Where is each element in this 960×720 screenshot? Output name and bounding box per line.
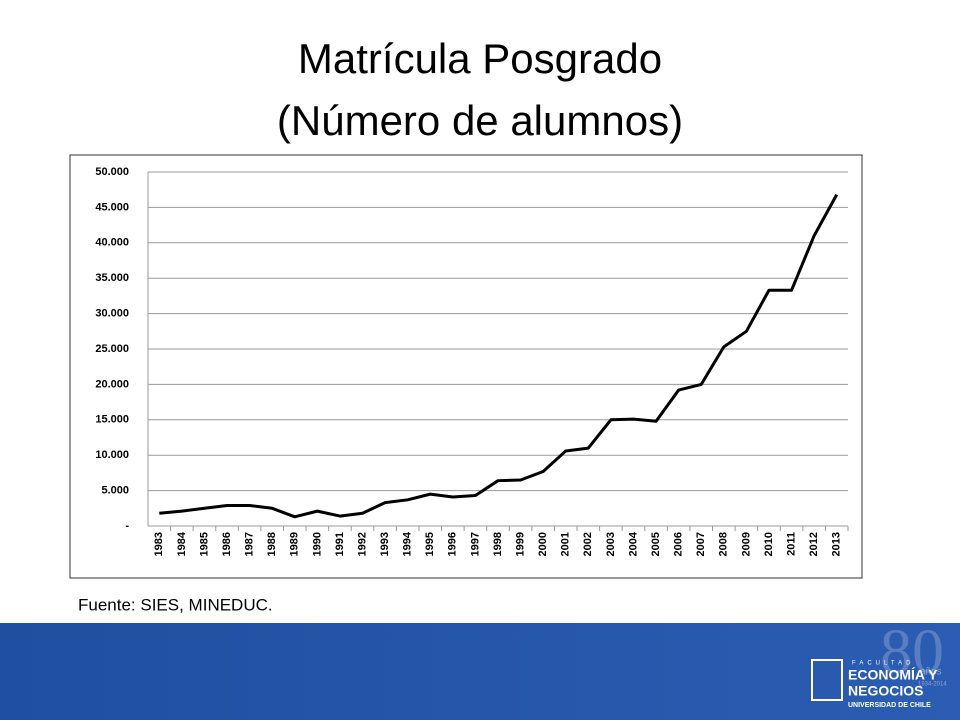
y-tick-label: 20.000 [95,378,129,390]
x-tick-label: 1990 [311,532,323,556]
logo-period: 1934-2014 [918,682,947,688]
x-tick-label: 2005 [650,532,662,556]
x-tick-label: 2011 [785,532,797,556]
x-tick-label: 2007 [695,532,707,556]
chart-title: Matrícula Posgrado [298,35,662,82]
chart-subtitle: (Número de alumnos) [277,97,683,144]
x-tick-label: 1999 [514,532,526,556]
x-tick-label: 1995 [424,532,436,556]
logo-anniversary: 80 [880,616,944,687]
x-tick-label: 2012 [808,532,820,556]
x-tick-label: 2009 [740,532,752,556]
x-tick-label: 1988 [266,532,278,556]
x-tick-label: 1996 [447,532,459,556]
x-tick-label: 1985 [198,532,210,556]
y-tick-label: 40.000 [95,237,129,249]
y-tick-label: - [125,520,129,532]
y-tick-label: 25.000 [95,343,129,355]
footer-band [0,623,960,720]
x-tick-label: 1983 [153,532,165,556]
x-tick-label: 1997 [469,532,481,556]
source-note: Fuente: SIES, MINEDUC. [78,595,273,614]
x-tick-label: 1987 [244,532,256,556]
x-tick-label: 2008 [718,532,730,556]
y-tick-label: 35.000 [95,272,129,284]
x-tick-label: 2002 [582,532,594,556]
chart-frame [69,154,863,579]
y-tick-label: 30.000 [95,308,129,320]
x-tick-label: 2010 [763,532,775,556]
x-tick-label: 1984 [176,531,188,556]
logo-line2: NEGOCIOS [848,683,923,699]
logo-university: UNIVERSIDAD DE CHILE [848,702,931,709]
y-tick-label: 15.000 [95,414,129,426]
y-tick-label: 45.000 [95,201,129,213]
x-tick-label: 1998 [492,532,504,556]
y-tick-label: 10.000 [95,449,129,461]
x-tick-label: 1986 [221,532,233,556]
x-tick-label: 1991 [334,532,346,556]
data-line [159,193,839,519]
logo-line1: ECONOMÍA Y [848,667,938,683]
x-tick-label: 2001 [560,532,572,556]
x-tick-label: 2004 [627,531,639,556]
y-tick-label: 5.000 [101,485,129,497]
logo: 80 años 1934-2014 FACULTAD ECONOMÍA Y NE… [811,616,947,709]
x-tick-label: 2003 [605,532,617,556]
plot-area: - 5.000 10.000 15.000 20.000 25.000 30.000 35.0… [95,166,849,556]
x-tick-label: 1992 [356,532,368,556]
x-tick-label: 2006 [673,532,685,556]
x-tick-label: 2013 [831,532,843,556]
y-tick-label: 50.000 [95,166,129,178]
x-tick-label: 1993 [379,532,391,556]
logo-shield [811,659,843,701]
logo-years: años [920,667,942,678]
x-tick-label: 2000 [537,532,549,556]
x-tick-label: 1994 [402,531,414,556]
x-tick-label: 1989 [289,532,301,556]
logo-faculty: FACULTAD [852,661,914,667]
